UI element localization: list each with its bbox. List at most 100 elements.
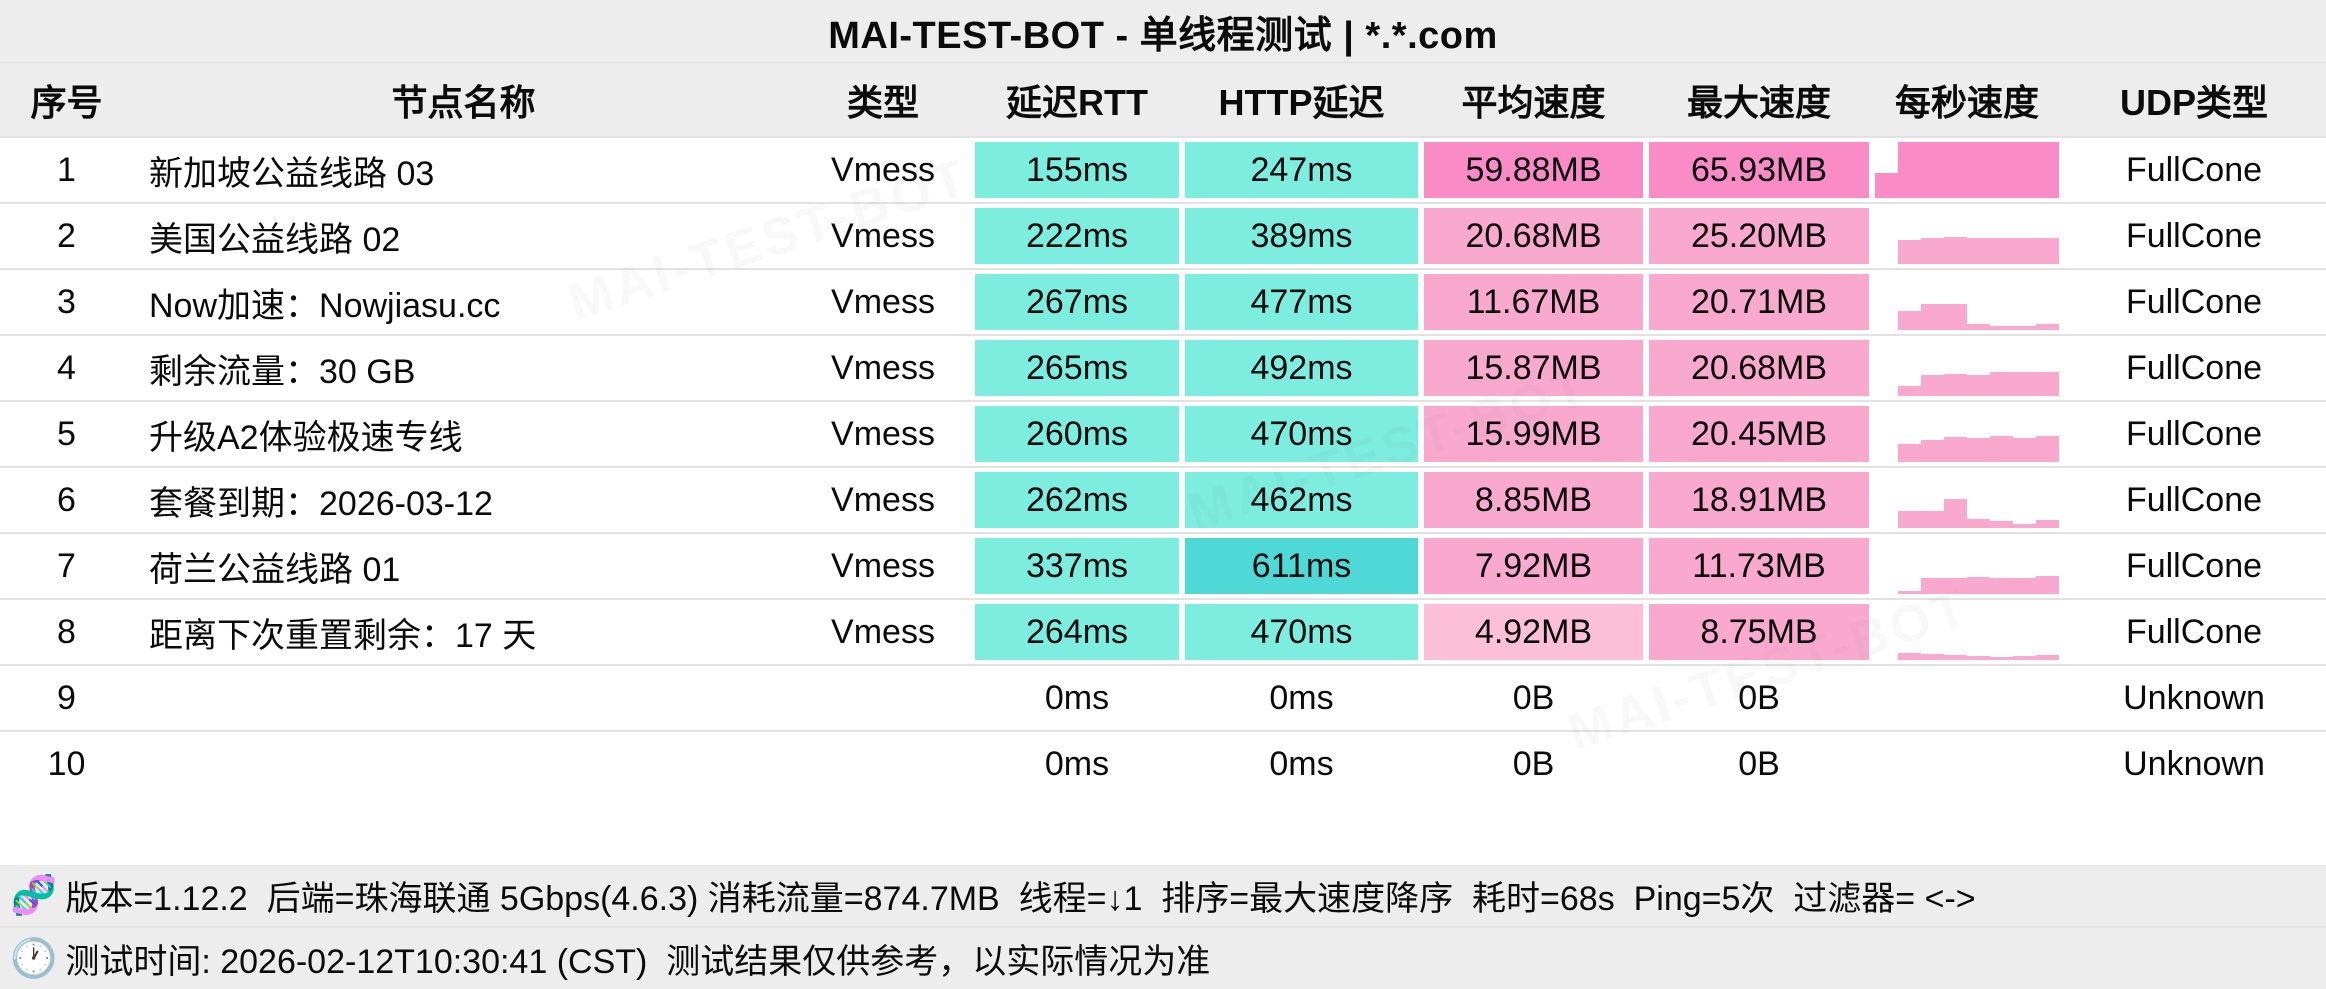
- speed-per-second-chart: [1875, 340, 2059, 396]
- cell-http-delay: 470ms: [1182, 402, 1421, 466]
- cell-http-delay: 389ms: [1182, 204, 1421, 268]
- speed-per-second-chart: [1875, 472, 2059, 528]
- cell-type: Vmess: [831, 150, 935, 189]
- cell-node-name: [133, 666, 794, 730]
- dna-icon: 🧬: [10, 874, 58, 917]
- cell-http-delay: 0ms: [1269, 744, 1334, 783]
- column-header-http: HTTP延迟: [1218, 81, 1385, 123]
- cell-node-name: Now加速：Nowjiasu.cc: [149, 286, 501, 325]
- table-row: 8 距离下次重置剩余：17 天 Vmess 264ms 470ms 4.92MB 8.75M…: [0, 598, 2326, 664]
- cell-type: [794, 732, 972, 796]
- cell-udp-type: Unknown: [2123, 678, 2265, 717]
- cell-http-delay: 462ms: [1182, 468, 1421, 532]
- cell-avg-speed: 0B: [1512, 678, 1555, 717]
- cell-seq: 8: [57, 612, 76, 651]
- table-row: 6 套餐到期：2026-03-12 Vmess 262ms 462ms 8.85MB 18.…: [0, 466, 2326, 532]
- cell-udp-type: FullCone: [2125, 414, 2263, 453]
- cell-http-delay: 470ms: [1182, 600, 1421, 664]
- cell-seq: 1: [57, 150, 76, 189]
- cell-http-delay: 247ms: [1182, 138, 1421, 202]
- cell-avg-speed: 8.85MB: [1421, 468, 1646, 532]
- column-header-max: 最大速度: [1686, 81, 1831, 123]
- cell-type: Vmess: [831, 414, 935, 453]
- results-table: 序号 节点名称 类型 延迟RTT HTTP延迟 平均速度 最大速度 每秒速度 UDP类型 1 新加…: [0, 63, 2326, 796]
- cell-max-speed: 20.71MB: [1646, 270, 1872, 334]
- cell-rtt: 267ms: [972, 270, 1182, 334]
- table-row: 4 剩余流量：30 GB Vmess 265ms 492ms 15.87MB 20.68MB…: [0, 334, 2326, 400]
- cell-udp-type: Unknown: [2123, 744, 2265, 783]
- page-title: MAI-TEST-BOT - 单线程测试 | *.*.com: [828, 14, 1498, 57]
- cell-speed-sparkline: [1872, 534, 2062, 598]
- cell-speed-sparkline: [1872, 732, 2062, 796]
- cell-type: Vmess: [831, 546, 935, 585]
- cell-speed-sparkline: [1872, 468, 2062, 532]
- cell-udp-type: FullCone: [2125, 150, 2263, 189]
- cell-type: Vmess: [831, 348, 935, 387]
- cell-node-name: 美国公益线路 02: [149, 220, 401, 259]
- cell-speed-sparkline: [1872, 666, 2062, 730]
- cell-http-delay: 611ms: [1182, 534, 1421, 598]
- cell-seq: 9: [57, 678, 76, 717]
- table-row: 7 荷兰公益线路 01 Vmess 337ms 611ms 7.92MB 11.73MB Fu…: [0, 532, 2326, 598]
- cell-seq: 10: [47, 744, 86, 783]
- column-header-seq: 序号: [30, 81, 103, 123]
- cell-seq: 4: [57, 348, 76, 387]
- cell-max-speed: 20.68MB: [1646, 336, 1872, 400]
- cell-speed-sparkline: [1872, 336, 2062, 400]
- cell-max-speed: 11.73MB: [1646, 534, 1872, 598]
- cell-node-name: 距离下次重置剩余：17 天: [149, 616, 537, 655]
- footer: 🧬 版本=1.12.2 后端=珠海联通 5Gbps(4.6.3) 消耗流量=87…: [0, 865, 2326, 989]
- column-header-spark: 每秒速度: [1894, 81, 2039, 123]
- title-band: MAI-TEST-BOT - 单线程测试 | *.*.com: [0, 0, 2326, 63]
- cell-node-name: 套餐到期：2026-03-12: [149, 484, 493, 523]
- cell-avg-speed: 7.92MB: [1421, 534, 1646, 598]
- table-row: 5 升级A2体验极速专线 Vmess 260ms 470ms 15.99MB 20.45MB…: [0, 400, 2326, 466]
- table-row: 10 0ms 0ms 0B 0B Unknown: [0, 730, 2326, 796]
- speed-per-second-chart: [1875, 604, 2059, 660]
- cell-type: Vmess: [831, 480, 935, 519]
- footer-meta-line: 🧬 版本=1.12.2 后端=珠海联通 5Gbps(4.6.3) 消耗流量=87…: [0, 865, 2326, 928]
- cell-node-name: [133, 732, 794, 796]
- cell-rtt: 0ms: [1044, 744, 1110, 783]
- cell-avg-speed: 15.87MB: [1421, 336, 1646, 400]
- column-header-avg: 平均速度: [1461, 81, 1606, 123]
- cell-max-speed: 65.93MB: [1646, 138, 1872, 202]
- footer-meta-text: 版本=1.12.2 后端=珠海联通 5Gbps(4.6.3) 消耗流量=874.…: [65, 880, 1976, 918]
- column-header-type: 类型: [846, 81, 919, 123]
- footer-time-text: 测试时间: 2026-02-12T10:30:41 (CST) 测试结果仅供参考…: [65, 943, 1211, 981]
- table-row: 9 0ms 0ms 0B 0B Unknown: [0, 664, 2326, 730]
- cell-rtt: 222ms: [972, 204, 1182, 268]
- column-header-udp: UDP类型: [2119, 81, 2268, 123]
- cell-udp-type: FullCone: [2125, 546, 2263, 585]
- cell-node-name: 荷兰公益线路 01: [149, 550, 401, 589]
- cell-http-delay: 477ms: [1182, 270, 1421, 334]
- cell-node-name: 剩余流量：30 GB: [149, 352, 416, 391]
- table-row: 1 新加坡公益线路 03 Vmess 155ms 247ms 59.88MB 65.93MB…: [0, 136, 2326, 202]
- cell-avg-speed: 20.68MB: [1421, 204, 1646, 268]
- cell-speed-sparkline: [1872, 138, 2062, 202]
- cell-rtt: 264ms: [972, 600, 1182, 664]
- cell-type: Vmess: [831, 282, 935, 321]
- cell-rtt: 265ms: [972, 336, 1182, 400]
- speed-per-second-chart: [1875, 274, 2059, 330]
- footer-time-line: 🕐 测试时间: 2026-02-12T10:30:41 (CST) 测试结果仅供…: [0, 928, 2326, 989]
- cell-speed-sparkline: [1872, 204, 2062, 268]
- cell-seq: 5: [57, 414, 76, 453]
- speed-per-second-chart: [1875, 142, 2059, 198]
- cell-node-name: 升级A2体验极速专线: [149, 418, 463, 457]
- cell-http-delay: 0ms: [1269, 678, 1334, 717]
- cell-udp-type: FullCone: [2125, 216, 2263, 255]
- cell-type: [794, 666, 972, 730]
- table-footer-gap: [0, 796, 2326, 865]
- cell-rtt: 0ms: [1044, 678, 1110, 717]
- cell-max-speed: 0B: [1738, 678, 1780, 717]
- cell-seq: 7: [57, 546, 76, 585]
- cell-udp-type: FullCone: [2125, 282, 2263, 321]
- cell-rtt: 337ms: [972, 534, 1182, 598]
- cell-type: Vmess: [831, 612, 935, 651]
- cell-speed-sparkline: [1872, 270, 2062, 334]
- cell-rtt: 155ms: [972, 138, 1182, 202]
- cell-udp-type: FullCone: [2125, 612, 2263, 651]
- cell-udp-type: FullCone: [2125, 480, 2263, 519]
- cell-avg-speed: 15.99MB: [1421, 402, 1646, 466]
